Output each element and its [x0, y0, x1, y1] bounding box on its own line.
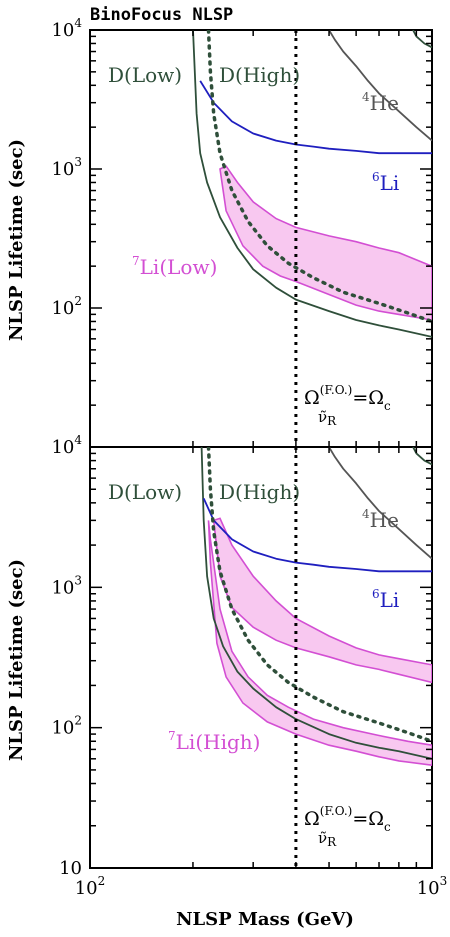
y-tick-label: 104: [51, 16, 82, 41]
label-omega-bottom-part: (F.O.): [320, 804, 353, 818]
label-omega-top-part: c: [384, 399, 391, 413]
y-axis-label-top: NLSP Lifetime (sec): [6, 139, 27, 341]
plot-frames: [89, 29, 433, 869]
label-d-high-top: D(High): [219, 63, 300, 87]
chart-title: BinoFocus NLSP: [90, 5, 233, 25]
label-omega-top: Ω(F.O.)=Ωc: [304, 383, 391, 413]
label-li7-top-part: 7: [132, 254, 140, 268]
constraint-curves: [192, 30, 432, 868]
label-omega-bottom-part: c: [384, 820, 391, 834]
curves-top: [192, 30, 432, 338]
band-li7_band_lower: [207, 520, 432, 767]
label-d-low-bottom-part: D(Low): [108, 480, 182, 504]
label-omega-sub-bottom-part: ν̃: [318, 829, 327, 847]
label-omega-top-part: =Ω: [352, 387, 384, 409]
label-li7-bottom-part: 7: [168, 729, 176, 743]
y-tick-label: 102: [51, 714, 82, 739]
bands-top: [219, 165, 432, 321]
label-omega-bottom-part: =Ω: [352, 808, 384, 830]
y-tick-label-base: 10: [51, 577, 74, 598]
y-tick-label-base: 10: [51, 298, 74, 319]
label-d-high-top-part: D(High): [219, 63, 300, 87]
label-d-high-bottom: D(High): [219, 480, 300, 504]
label-d-low-top-part: D(Low): [108, 63, 182, 87]
label-li6-top: 6Li: [372, 170, 399, 195]
label-omega-sub-top-part: R: [327, 414, 337, 428]
y-tick-label: 103: [51, 573, 82, 598]
label-li7-bottom-part: Li(High): [176, 730, 261, 754]
label-d-high-bottom-part: D(High): [219, 480, 300, 504]
y-tick-label-exponent: 3: [74, 573, 82, 587]
label-li6-top-part: 6: [372, 170, 380, 184]
y-axis-label-bottom: NLSP Lifetime (sec): [6, 559, 27, 761]
label-omega-top-part: (F.O.): [320, 383, 353, 397]
lithium7-bands: [207, 165, 432, 767]
label-omega-sub-top: ν̃R: [318, 408, 337, 428]
label-he4-top: 4He: [362, 90, 399, 115]
band-li7_band_upper: [212, 517, 432, 684]
label-omega-sub-bottom: ν̃R: [318, 829, 337, 849]
y-tick-label: 103: [51, 155, 82, 180]
y-tick-label: 104: [51, 433, 82, 458]
label-d-low-bottom: D(Low): [108, 480, 182, 504]
label-li7-top-part: Li(Low): [140, 255, 218, 279]
y-tick-label-exponent: 4: [74, 433, 82, 447]
label-he4-bottom-part: 4: [362, 507, 370, 521]
bands-bottom: [207, 517, 432, 767]
y-tick-label-exponent: 2: [74, 714, 82, 728]
x-tick-label-exponent: 2: [98, 874, 106, 888]
x-axis-label: NLSP Mass (GeV): [176, 909, 354, 930]
y-tick-label-exponent: 2: [74, 294, 82, 308]
x-tick-label-exponent: 3: [440, 874, 448, 888]
curves-bottom: [200, 447, 432, 760]
label-li6-bottom-part: 6: [372, 587, 380, 601]
label-li6-bottom: 6Li: [372, 587, 399, 612]
curve-d_low: [200, 447, 432, 760]
panel-frame-bottom: [89, 446, 433, 869]
curve-he4_corner: [412, 30, 432, 49]
x-tick-label: 103: [417, 874, 448, 899]
x-tick-label-base: 10: [417, 878, 440, 899]
y-tick-label-base: 10: [51, 159, 74, 180]
label-he4-bottom-part: He: [370, 508, 399, 532]
y-tick-label-base: 10: [51, 437, 74, 458]
curve-he4_corner: [412, 447, 432, 466]
y-tick-label: 10: [59, 858, 82, 879]
label-omega-sub-bottom-part: R: [327, 835, 337, 849]
curve-labels: D(Low) D(High)4He6Li7Li(Low)Ω(F.O.)=Ωcν̃R…: [108, 63, 399, 849]
label-he4-top-part: 4: [362, 90, 370, 104]
label-li7-bottom: 7Li(High): [168, 729, 260, 754]
label-omega-sub-top-part: ν̃: [318, 408, 327, 426]
band-li7_band: [219, 165, 432, 321]
label-omega-bottom: Ω(F.O.)=Ωc: [304, 804, 391, 834]
y-tick-label: 102: [51, 294, 82, 319]
y-tick-label-base: 10: [51, 20, 74, 41]
label-omega-bottom-part: Ω: [304, 808, 320, 830]
x-tick-label-base: 10: [75, 878, 98, 899]
curve-he4: [328, 30, 432, 142]
curve-he4: [328, 447, 432, 560]
y-tick-label-exponent: 4: [74, 16, 82, 30]
label-li6-top-part: Li: [380, 171, 400, 195]
label-li7-top: 7Li(Low): [132, 254, 217, 279]
label-he4-top-part: He: [370, 91, 399, 115]
curve-d_high_fo: [206, 447, 432, 744]
y-tick-label-base: 10: [51, 718, 74, 739]
label-he4-bottom: 4He: [362, 507, 399, 532]
curve-li6: [202, 498, 432, 573]
curve-d_low: [192, 30, 432, 338]
label-li6-bottom-part: Li: [380, 588, 400, 612]
y-tick-label-base: 10: [59, 858, 82, 879]
x-tick-label: 102: [75, 874, 106, 899]
label-omega-top-part: Ω: [304, 387, 320, 409]
label-d-low-top: D(Low): [108, 63, 182, 87]
y-tick-label-exponent: 3: [74, 155, 82, 169]
curve-li6: [199, 80, 432, 155]
